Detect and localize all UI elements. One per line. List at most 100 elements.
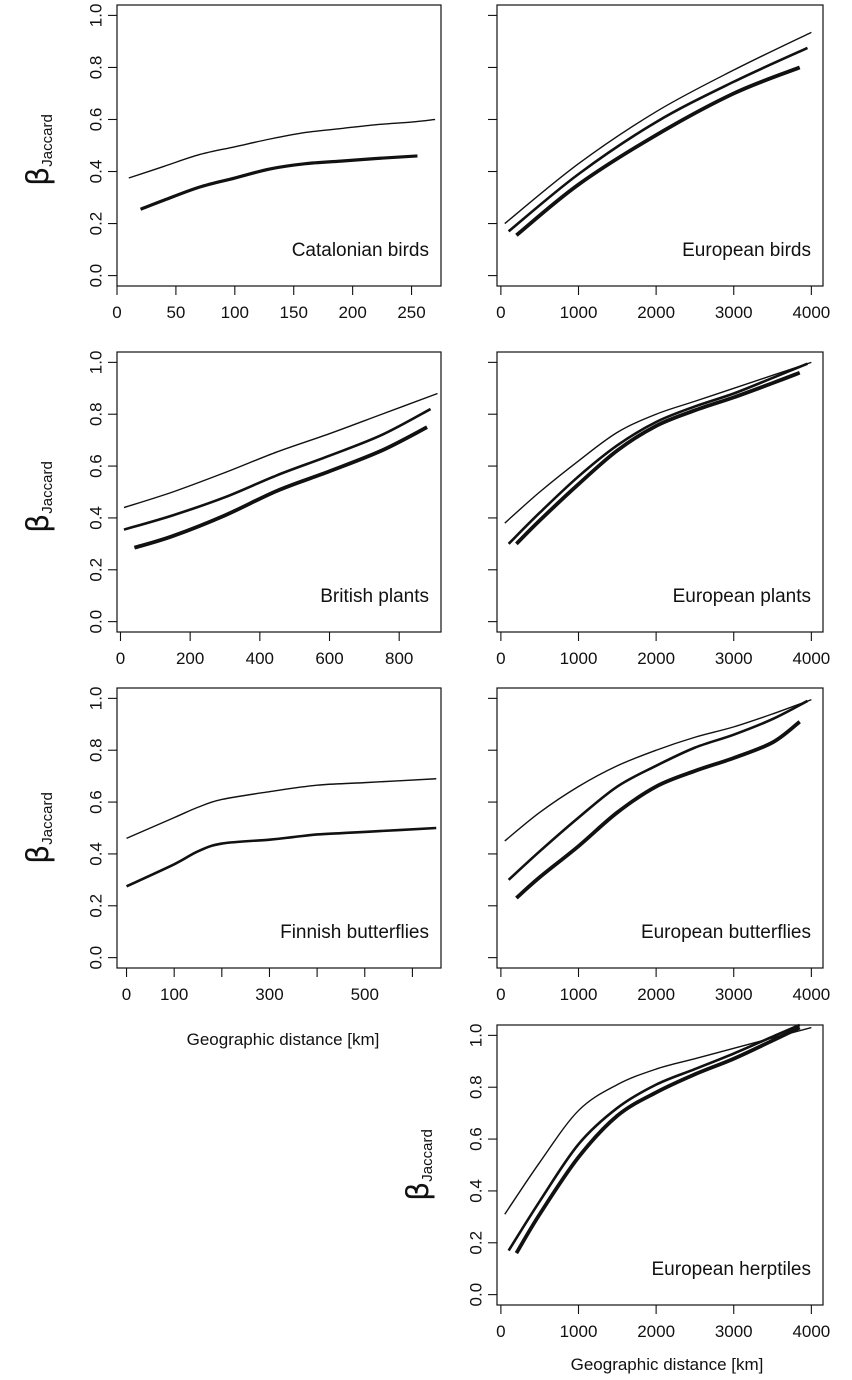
x-tick-label: 2000 bbox=[637, 1322, 675, 1341]
series-line-1 bbox=[507, 362, 808, 545]
x-tick-label: 200 bbox=[176, 649, 204, 668]
y-axis-label: βJaccard bbox=[21, 792, 56, 864]
y-tick-label: 1.0 bbox=[87, 687, 106, 711]
x-tick-label: 3000 bbox=[715, 1322, 753, 1341]
x-tick-label: 4000 bbox=[792, 649, 830, 668]
y-axis-label-symbol: β bbox=[21, 514, 56, 533]
y-tick-label: 0.8 bbox=[87, 738, 106, 762]
y-tick-label: 0.8 bbox=[467, 1075, 486, 1099]
x-tick-label: 0 bbox=[496, 1322, 505, 1341]
y-tick-label: 0.0 bbox=[87, 264, 106, 288]
series-line-0 bbox=[128, 118, 436, 179]
y-tick-label: 0.0 bbox=[87, 946, 106, 970]
panel-6: 0 1000 2000 3000 4000 0.0 0.2 0.4 0.6 0.8 1.0 Europ… bbox=[401, 1024, 831, 1341]
series-line-2 bbox=[514, 1025, 801, 1255]
panel-title: Catalonian birds bbox=[292, 240, 429, 261]
series-line-0 bbox=[504, 699, 812, 842]
series-line-2 bbox=[133, 425, 428, 550]
x-tick-label: 150 bbox=[280, 303, 308, 322]
x-tick-label: 500 bbox=[351, 985, 379, 1004]
panel-5: 0 1000 2000 3000 4000 European butterflies bbox=[488, 687, 830, 1004]
x-tick-label: 0 bbox=[122, 985, 131, 1004]
y-tick-label: 0.0 bbox=[87, 610, 106, 634]
y-tick-label: 0.2 bbox=[87, 894, 106, 918]
x-tick-label: 0 bbox=[496, 303, 505, 322]
x-tick-label: 0 bbox=[112, 303, 121, 322]
x-axis-label-bottom: Geographic distance [km] bbox=[571, 1355, 764, 1374]
x-tick-label: 2000 bbox=[637, 649, 675, 668]
x-tick-label: 50 bbox=[166, 303, 185, 322]
y-tick-label: 0.6 bbox=[87, 108, 106, 132]
series-line-0 bbox=[126, 778, 437, 840]
x-tick-label: 4000 bbox=[792, 1322, 830, 1341]
x-tick-label: 2000 bbox=[637, 303, 675, 322]
series-line-1 bbox=[507, 46, 809, 233]
x-tick-label: 1000 bbox=[560, 1322, 598, 1341]
y-axis-label: βJaccard bbox=[401, 1129, 436, 1201]
x-tick-label: 0 bbox=[496, 649, 505, 668]
y-tick-label: 0.4 bbox=[87, 160, 106, 184]
x-tick-label: 3000 bbox=[715, 985, 753, 1004]
y-axis-label-subscript: Jaccard bbox=[39, 792, 56, 845]
y-tick-label: 1.0 bbox=[87, 4, 106, 28]
x-tick-label: 3000 bbox=[715, 649, 753, 668]
series-line-2 bbox=[515, 65, 801, 237]
y-tick-label: 0.4 bbox=[87, 842, 106, 866]
x-tick-label: 300 bbox=[255, 985, 283, 1004]
plot-frame bbox=[116, 351, 442, 633]
panel-3: 0 1000 2000 3000 4000 European plants bbox=[488, 351, 830, 668]
panel-1: 0 1000 2000 3000 4000 European birds bbox=[488, 4, 830, 322]
panels: 0 50 100 150 200 250 0.0 0.2 0.4 0.6 0.8 1.0 Catalon… bbox=[21, 4, 831, 1341]
x-tick-label: 0 bbox=[496, 985, 505, 1004]
plot-frame bbox=[116, 4, 442, 287]
series-line-1 bbox=[139, 154, 418, 211]
y-tick-label: 0.6 bbox=[87, 454, 106, 478]
y-tick-label: 0.6 bbox=[87, 790, 106, 814]
plot-frame bbox=[496, 1024, 824, 1306]
panel-title: European plants bbox=[673, 586, 811, 607]
panel-title: European herptiles bbox=[652, 1259, 812, 1280]
plot-frame bbox=[496, 4, 824, 287]
y-tick-label: 0.6 bbox=[467, 1127, 486, 1151]
series-line-1 bbox=[125, 826, 437, 888]
x-tick-label: 400 bbox=[246, 649, 274, 668]
y-tick-label: 1.0 bbox=[87, 351, 106, 375]
panel-title: Finnish butterflies bbox=[280, 922, 429, 943]
y-axis-label: βJaccard bbox=[21, 461, 56, 533]
y-tick-label: 0.2 bbox=[87, 558, 106, 582]
panel-title: European birds bbox=[682, 240, 811, 261]
x-axis-label-left: Geographic distance [km] bbox=[187, 1030, 380, 1049]
y-tick-label: 1.0 bbox=[467, 1024, 486, 1048]
series-line-0 bbox=[504, 361, 812, 524]
y-tick-label: 0.8 bbox=[87, 402, 106, 426]
x-tick-label: 3000 bbox=[715, 303, 753, 322]
y-axis-label-symbol: β bbox=[21, 167, 56, 186]
y-tick-label: 0.2 bbox=[467, 1231, 486, 1255]
y-tick-label: 0.8 bbox=[87, 56, 106, 80]
x-tick-label: 1000 bbox=[560, 303, 598, 322]
plot-frame bbox=[496, 687, 824, 969]
y-tick-label: 0.2 bbox=[87, 212, 106, 236]
x-tick-label: 4000 bbox=[792, 985, 830, 1004]
x-tick-label: 1000 bbox=[560, 649, 598, 668]
panel-2: 0 200 400 600 800 0.0 0.2 0.4 0.6 0.8 1.0 British p… bbox=[21, 351, 442, 668]
series-line-2 bbox=[515, 370, 801, 546]
x-tick-label: 800 bbox=[385, 649, 413, 668]
x-tick-label: 100 bbox=[160, 985, 188, 1004]
series-line-0 bbox=[123, 392, 438, 509]
panel-4: 0 100 300 500 0.0 0.2 0.4 0.6 0.8 1.0 Finnish butt… bbox=[21, 687, 442, 1004]
panel-0: 0 50 100 150 200 250 0.0 0.2 0.4 0.6 0.8 1.0 Catalon… bbox=[21, 4, 442, 322]
panel-title: British plants bbox=[320, 586, 429, 607]
x-tick-label: 2000 bbox=[637, 985, 675, 1004]
x-tick-label: 4000 bbox=[792, 303, 830, 322]
y-tick-label: 0.0 bbox=[467, 1283, 486, 1307]
y-axis-label-symbol: β bbox=[401, 1182, 436, 1201]
series-line-1 bbox=[123, 407, 432, 531]
y-axis-label-symbol: β bbox=[21, 845, 56, 864]
panel-title: European butterflies bbox=[641, 922, 811, 943]
plot-frame bbox=[496, 351, 824, 633]
y-tick-label: 0.4 bbox=[467, 1179, 486, 1203]
series-line-0 bbox=[504, 31, 812, 225]
series-line-1 bbox=[507, 1023, 801, 1252]
